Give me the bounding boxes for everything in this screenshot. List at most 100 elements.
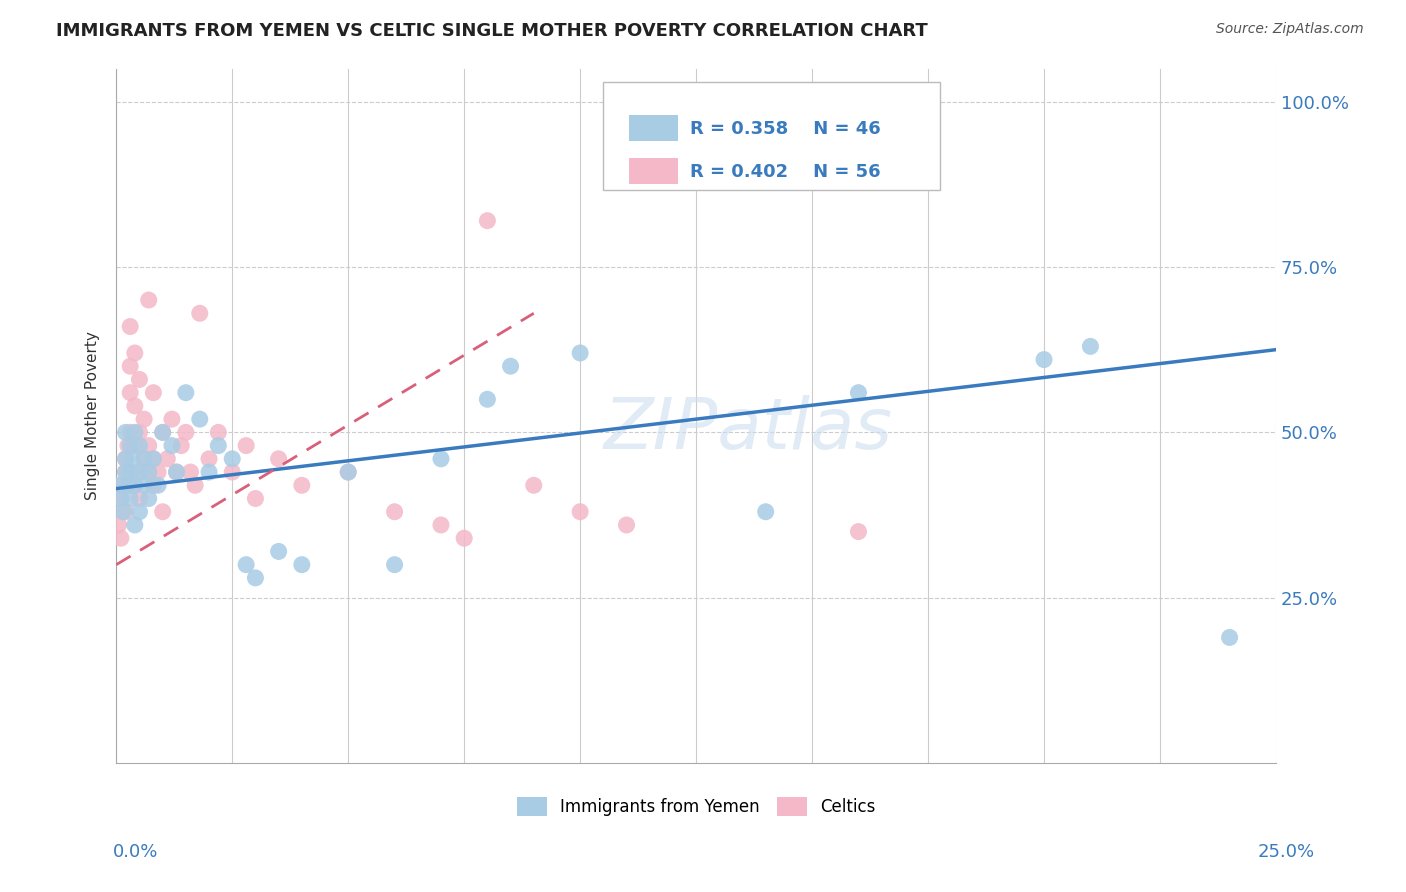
Point [1033,352,1056,367]
Point [114,451,136,466]
Point [523,478,546,492]
Point [152,505,174,519]
Point [132,478,155,492]
Legend: Immigrants from Yemen, Celtics: Immigrants from Yemen, Celtics [509,789,883,824]
Point [132,451,155,466]
Point [1080,339,1102,353]
Point [142,451,165,466]
Point [267,544,290,558]
Point [616,518,638,533]
Text: 25.0%: 25.0% [1257,843,1315,861]
Text: 0.0%: 0.0% [112,843,157,861]
Y-axis label: Single Mother Poverty: Single Mother Poverty [86,332,100,500]
Point [128,465,150,479]
Point [337,465,360,479]
Point [221,465,243,479]
Point [138,465,160,479]
Point [114,451,136,466]
Point [755,505,778,519]
Point [384,505,406,519]
Point [152,425,174,440]
Point [114,505,136,519]
Point [124,478,146,492]
Point [152,425,174,440]
Point [128,425,150,440]
FancyBboxPatch shape [628,158,678,185]
Point [138,491,160,506]
Point [569,505,592,519]
Point [132,412,155,426]
Point [291,478,314,492]
Point [142,385,165,400]
Point [121,478,143,492]
Point [267,451,290,466]
Point [384,558,406,572]
Point [198,451,221,466]
Point [120,385,142,400]
Point [221,451,243,466]
Point [337,465,360,479]
Point [110,531,132,545]
Point [166,465,188,479]
Point [245,571,267,585]
Point [477,392,499,407]
Point [107,518,129,533]
Point [138,293,160,307]
Point [107,478,129,492]
Point [499,359,522,374]
Point [128,372,150,386]
Text: R = 0.402    N = 56: R = 0.402 N = 56 [690,163,882,181]
Point [138,439,160,453]
Point [174,425,197,440]
Point [120,425,142,440]
Point [114,465,136,479]
Point [188,412,211,426]
Text: R = 0.358    N = 46: R = 0.358 N = 46 [690,120,882,137]
Point [235,439,257,453]
Point [128,465,150,479]
Point [117,439,139,453]
Point [120,465,142,479]
Point [188,306,211,320]
Point [112,478,135,492]
Text: ZIPatlas: ZIPatlas [603,395,893,464]
Point [110,491,132,506]
Point [128,439,150,453]
FancyBboxPatch shape [603,82,939,190]
Point [120,319,142,334]
Point [128,505,150,519]
Point [569,346,592,360]
Point [124,346,146,360]
Point [160,412,183,426]
Point [142,451,165,466]
Point [124,439,146,453]
Point [477,213,499,227]
Point [235,558,257,572]
Point [117,478,139,492]
Point [848,385,870,400]
Point [430,518,453,533]
Point [121,451,143,466]
Point [291,558,314,572]
Point [156,451,179,466]
FancyBboxPatch shape [628,115,678,141]
Point [198,465,221,479]
Point [128,491,150,506]
Point [120,465,142,479]
Point [170,439,193,453]
Point [207,439,229,453]
Point [114,425,136,440]
Point [146,478,169,492]
Point [207,425,229,440]
Point [124,425,146,440]
Point [1219,631,1241,645]
Point [138,465,160,479]
Text: Source: ZipAtlas.com: Source: ZipAtlas.com [1216,22,1364,37]
Point [430,451,453,466]
Point [124,518,146,533]
Point [132,451,155,466]
Point [245,491,267,506]
Point [112,505,135,519]
Text: IMMIGRANTS FROM YEMEN VS CELTIC SINGLE MOTHER POVERTY CORRELATION CHART: IMMIGRANTS FROM YEMEN VS CELTIC SINGLE M… [56,22,928,40]
Point [120,439,142,453]
